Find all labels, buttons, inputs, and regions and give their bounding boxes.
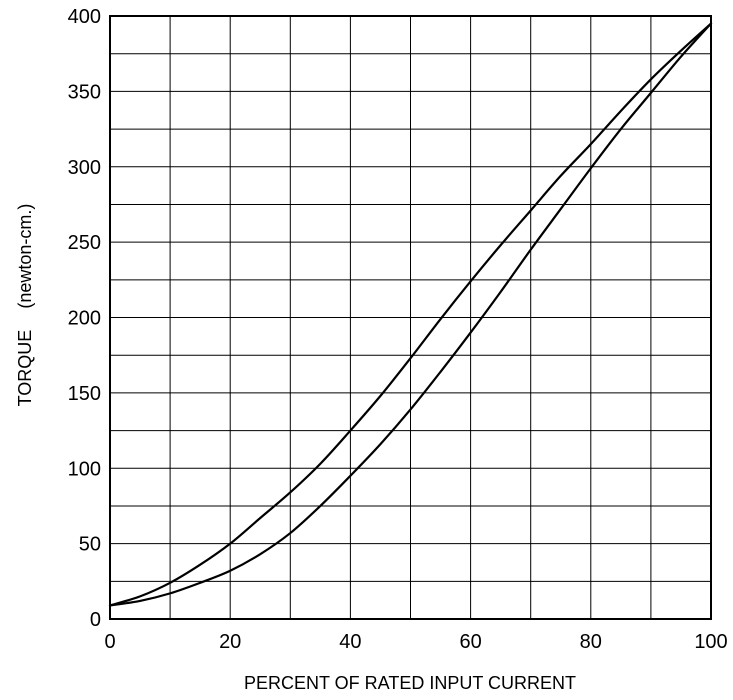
x-tick-label: 60 [459, 631, 481, 653]
y-tick-label: 150 [68, 383, 101, 405]
y-tick-label: 300 [68, 157, 101, 179]
y-axis-title: TORQUE (newton-cm.) [15, 204, 35, 407]
y-axis-title-group: TORQUE (newton-cm.) [15, 204, 35, 407]
y-tick-label: 200 [68, 308, 101, 330]
torque-curve-upper [108, 22, 713, 607]
y-tick-label: 100 [68, 458, 101, 480]
torque-curve-lower [108, 22, 713, 607]
x-axis-title: PERCENT OF RATED INPUT CURRENT [244, 673, 576, 693]
y-axis-title-main: TORQUE [15, 330, 35, 407]
x-tick-label: 80 [580, 631, 602, 653]
y-tick-label: 50 [79, 534, 101, 556]
x-tick-label: 20 [219, 631, 241, 653]
y-axis-title-unit: (newton-cm.) [15, 204, 35, 309]
plot-frame [109, 15, 712, 620]
x-axis-ticks: 0 20 40 60 80 100 [104, 631, 727, 653]
y-tick-label: 400 [68, 6, 101, 28]
y-axis-ticks: 0 50 100 150 200 250 300 350 400 [68, 6, 101, 631]
y-tick-label: 0 [90, 609, 101, 631]
y-tick-label: 350 [68, 81, 101, 103]
x-tick-label: 0 [104, 631, 115, 653]
y-tick-label: 250 [68, 232, 101, 254]
series-layer [108, 22, 713, 607]
x-tick-label: 40 [339, 631, 361, 653]
grid [110, 16, 711, 619]
x-tick-label: 100 [694, 631, 727, 653]
